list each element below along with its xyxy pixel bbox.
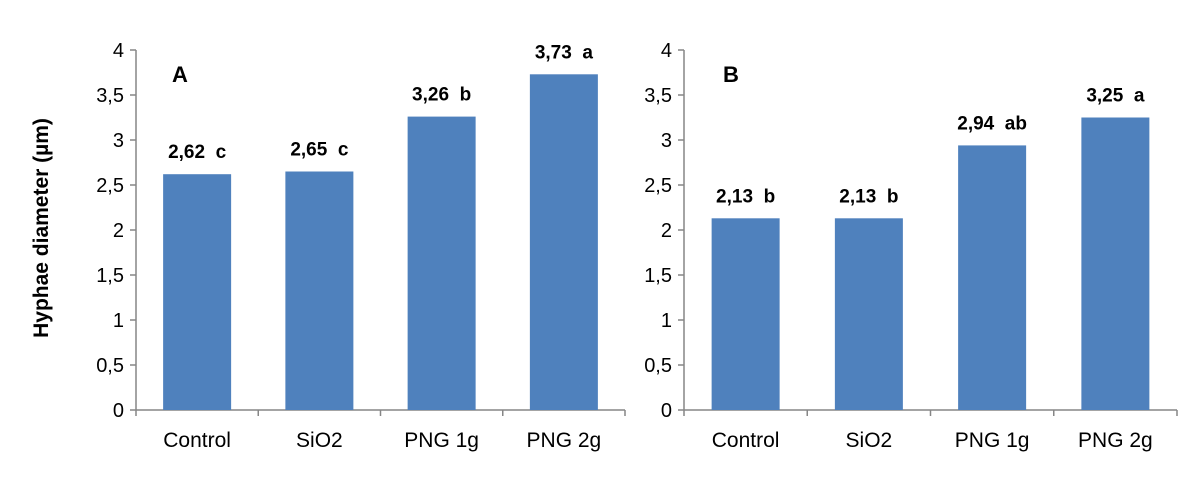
data-label-b-1: 2,13 b (716, 186, 775, 207)
category-label-a-4: PNG 2g (527, 429, 602, 452)
y-tick-label-b: 0 (661, 400, 672, 422)
bar-a-4 (529, 74, 598, 411)
y-tick-label-a: 2,5 (96, 175, 124, 197)
data-label-a-3: 3,26 b (412, 85, 471, 106)
bar-b-2 (834, 218, 903, 410)
data-label-a-4: 3,73 a (535, 42, 594, 63)
y-tick-label-b: 3 (661, 130, 672, 152)
panel-label-b: B (723, 62, 739, 87)
y-tick-label-a: 1,5 (96, 265, 124, 287)
category-label-a-2: SiO2 (296, 429, 343, 452)
y-tick-label-a: 4 (113, 40, 124, 62)
data-label-a-2: 2,65 c (290, 140, 349, 161)
y-axis-title: Hyphae diameter (µm) (30, 118, 53, 338)
bar-b-3 (958, 145, 1027, 410)
data-label-b-4: 3,25 a (1086, 86, 1145, 107)
y-tick-label-a: 3,5 (96, 85, 124, 107)
y-tick-label-a: 2 (113, 220, 124, 242)
category-label-b-2: SiO2 (846, 429, 893, 452)
y-tick-label-a: 3 (113, 130, 124, 152)
category-label-b-1: Control (712, 429, 780, 452)
bar-a-1 (163, 174, 232, 410)
y-tick-label-b: 1,5 (644, 265, 672, 287)
y-tick-label-b: 2,5 (644, 175, 672, 197)
y-tick-label-b: 3,5 (644, 85, 672, 107)
bar-b-1 (711, 218, 780, 410)
category-label-a-3: PNG 1g (404, 429, 479, 452)
y-tick-label-b: 4 (661, 40, 672, 62)
bar-a-2 (285, 171, 354, 410)
y-tick-label-a: 0 (113, 400, 124, 422)
data-label-b-3: 2,94 ab (957, 113, 1027, 134)
bar-b-4 (1081, 117, 1150, 410)
y-tick-label-a: 1 (113, 310, 124, 332)
category-label-a-1: Control (163, 429, 231, 452)
data-label-b-2: 2,13 b (839, 186, 898, 207)
category-label-b-3: PNG 1g (955, 429, 1030, 452)
y-tick-label-b: 1 (661, 310, 672, 332)
chart-panel-a: 0 0,5 1 1,5 2 2,5 3 3,5 4 2,62 c Control 2,65 c SiO2… (96, 40, 626, 452)
panel-label-a: A (172, 62, 188, 87)
category-label-b-4: PNG 2g (1078, 429, 1153, 452)
y-tick-label-a: 0,5 (96, 355, 124, 377)
y-tick-label-b: 2 (661, 220, 672, 242)
y-tick-label-b: 0,5 (644, 355, 672, 377)
bar-a-3 (407, 116, 476, 410)
data-label-a-1: 2,62 c (168, 142, 227, 163)
chart-panel-b: 0 0,5 1 1,5 2 2,5 3 3,5 4 2,13 b Control 2,13 b SiO2… (644, 40, 1178, 452)
